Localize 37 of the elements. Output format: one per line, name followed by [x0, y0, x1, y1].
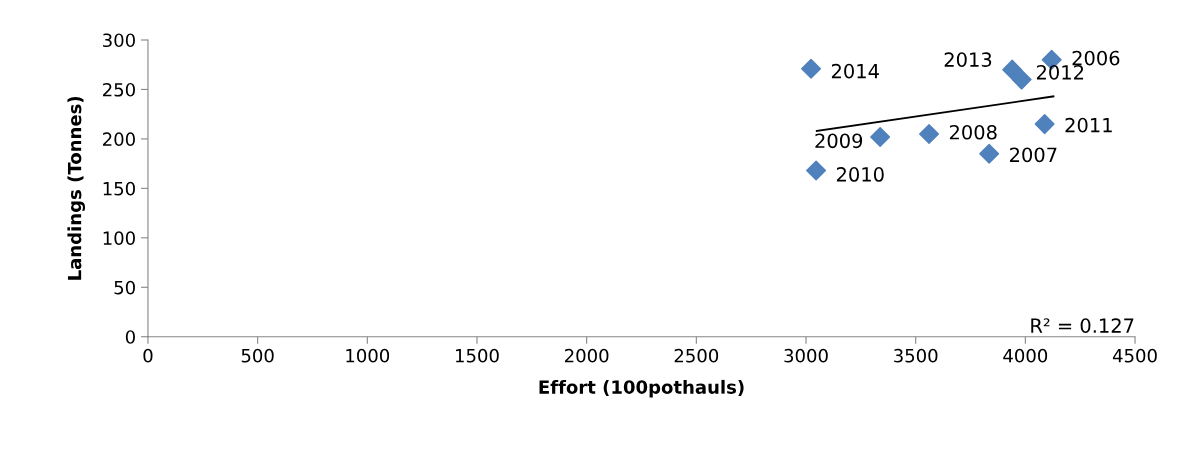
annotation: 2013 — [944, 52, 992, 67]
annotation: R² = 0.127 — [1031, 318, 1134, 333]
y-axis-title: Landings (Tonnes) — [67, 96, 86, 280]
point — [979, 143, 1000, 164]
y-tick-label: 300 — [103, 33, 135, 48]
y-tick-label: 200 — [103, 132, 135, 147]
x-tick-label: 1500 — [455, 348, 499, 363]
point — [1002, 59, 1023, 80]
x-axis-title: Effort (100pothauls) — [539, 379, 744, 398]
annotation: 2012 — [1036, 64, 1084, 80]
y-tick-label: 150 — [103, 181, 135, 196]
annotation: 2011 — [1065, 117, 1112, 133]
x-tick-label: 2500 — [674, 348, 719, 363]
y-tick-label: 0 — [125, 330, 135, 344]
annotation: 2006 — [1072, 50, 1120, 66]
y-tick-label: 50 — [114, 280, 135, 295]
x-tick-label: 3000 — [784, 348, 828, 363]
annotation: 2009 — [815, 133, 863, 149]
x-tick-label: 4500 — [1112, 348, 1157, 363]
point — [870, 126, 891, 147]
point — [806, 160, 827, 181]
y-tick-label: 250 — [103, 82, 135, 97]
annotation: 2007 — [1010, 147, 1057, 163]
point — [801, 58, 822, 79]
annotation: 2010 — [836, 167, 884, 182]
y-tick-label: 100 — [103, 231, 135, 245]
x-tick-label: 500 — [241, 348, 274, 363]
point — [919, 123, 940, 144]
x-tick-label: 0 — [143, 348, 153, 363]
x-tick-label: 1000 — [346, 348, 390, 363]
annotation: 2014 — [831, 63, 879, 79]
x-tick-label: 4000 — [1003, 348, 1048, 363]
x-tick-label: 2000 — [565, 348, 609, 363]
point — [1034, 114, 1055, 135]
annotation: 2008 — [949, 124, 997, 140]
x-tick-label: 3500 — [894, 348, 938, 363]
point — [1011, 69, 1032, 90]
